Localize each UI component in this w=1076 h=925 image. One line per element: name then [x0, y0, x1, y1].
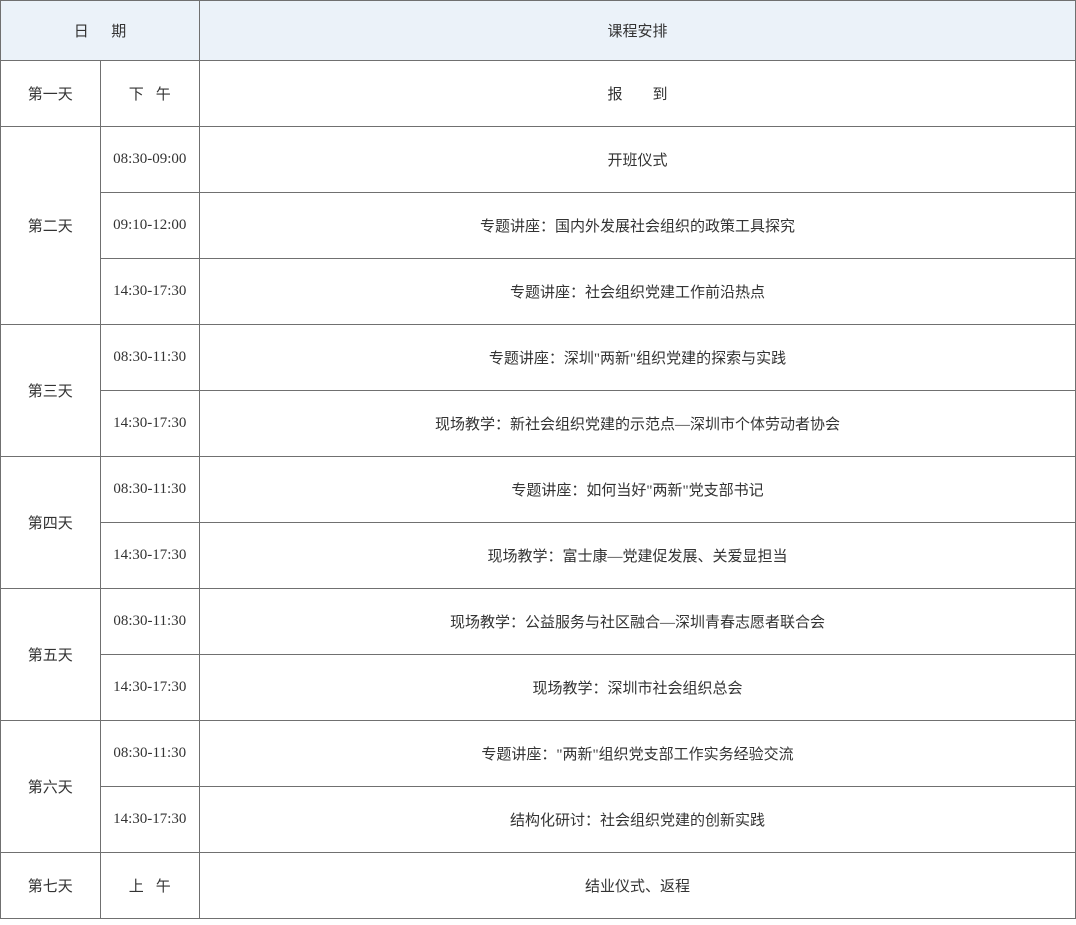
header-row: 日期 课程安排 — [1, 1, 1076, 61]
time-cell: 14:30-17:30 — [100, 787, 200, 853]
content-cell: 现场教学：深圳市社会组织总会 — [200, 655, 1076, 721]
content-cell: 开班仪式 — [200, 127, 1076, 193]
time-cell: 14:30-17:30 — [100, 655, 200, 721]
time-cell: 14:30-17:30 — [100, 391, 200, 457]
time-cell: 上午 — [100, 853, 200, 919]
time-cell: 08:30-11:30 — [100, 721, 200, 787]
time-cell: 14:30-17:30 — [100, 259, 200, 325]
time-cell: 08:30-09:00 — [100, 127, 200, 193]
table-row: 14:30-17:30现场教学：深圳市社会组织总会 — [1, 655, 1076, 721]
content-cell: 现场教学：新社会组织党建的示范点—深圳市个体劳动者协会 — [200, 391, 1076, 457]
time-cell: 08:30-11:30 — [100, 457, 200, 523]
time-cell: 14:30-17:30 — [100, 523, 200, 589]
day-label-cell: 第二天 — [1, 127, 101, 325]
schedule-table: 日期 课程安排第一天下午 报到第二天08:30-09:00开班仪式09:10-12:… — [0, 0, 1076, 919]
content-cell: 结业仪式、返程 — [200, 853, 1076, 919]
content-cell: 报到 — [200, 61, 1076, 127]
time-cell: 09:10-12:00 — [100, 193, 200, 259]
day-label-cell: 第五天 — [1, 589, 101, 721]
schedule-body: 日期 课程安排第一天下午 报到第二天08:30-09:00开班仪式09:10-12:… — [1, 1, 1076, 919]
table-row: 09:10-12:00专题讲座：国内外发展社会组织的政策工具探究 — [1, 193, 1076, 259]
day-label-cell: 第一天 — [1, 61, 101, 127]
content-cell: 专题讲座：社会组织党建工作前沿热点 — [200, 259, 1076, 325]
day-label-cell: 第三天 — [1, 325, 101, 457]
content-label: 报到 — [577, 87, 697, 103]
day-label-cell: 第四天 — [1, 457, 101, 589]
content-cell: 现场教学：公益服务与社区融合—深圳青春志愿者联合会 — [200, 589, 1076, 655]
content-cell: 结构化研讨：社会组织党建的创新实践 — [200, 787, 1076, 853]
time-label: 上午 — [117, 879, 183, 895]
content-cell: 专题讲座："两新"组织党支部工作实务经验交流 — [200, 721, 1076, 787]
content-cell: 专题讲座：国内外发展社会组织的政策工具探究 — [200, 193, 1076, 259]
day-label-cell: 第六天 — [1, 721, 101, 853]
table-row: 第二天08:30-09:00开班仪式 — [1, 127, 1076, 193]
table-row: 第七天上午 结业仪式、返程 — [1, 853, 1076, 919]
content-cell: 专题讲座：深圳"两新"组织党建的探索与实践 — [200, 325, 1076, 391]
time-cell: 08:30-11:30 — [100, 325, 200, 391]
table-row: 第六天08:30-11:30专题讲座："两新"组织党支部工作实务经验交流 — [1, 721, 1076, 787]
time-label: 下午 — [117, 87, 183, 103]
table-row: 第三天08:30-11:30专题讲座：深圳"两新"组织党建的探索与实践 — [1, 325, 1076, 391]
content-cell: 专题讲座：如何当好"两新"党支部书记 — [200, 457, 1076, 523]
table-row: 14:30-17:30结构化研讨：社会组织党建的创新实践 — [1, 787, 1076, 853]
header-date-label: 日期 — [51, 24, 149, 40]
table-row: 14:30-17:30专题讲座：社会组织党建工作前沿热点 — [1, 259, 1076, 325]
header-content: 课程安排 — [200, 1, 1076, 61]
time-cell: 08:30-11:30 — [100, 589, 200, 655]
table-row: 第一天下午 报到 — [1, 61, 1076, 127]
table-row: 14:30-17:30现场教学：新社会组织党建的示范点—深圳市个体劳动者协会 — [1, 391, 1076, 457]
header-date: 日期 — [1, 1, 200, 61]
table-row: 14:30-17:30现场教学：富士康—党建促发展、关爱显担当 — [1, 523, 1076, 589]
content-cell: 现场教学：富士康—党建促发展、关爱显担当 — [200, 523, 1076, 589]
table-row: 第四天08:30-11:30专题讲座：如何当好"两新"党支部书记 — [1, 457, 1076, 523]
time-cell: 下午 — [100, 61, 200, 127]
table-row: 第五天08:30-11:30现场教学：公益服务与社区融合—深圳青春志愿者联合会 — [1, 589, 1076, 655]
day-label-cell: 第七天 — [1, 853, 101, 919]
